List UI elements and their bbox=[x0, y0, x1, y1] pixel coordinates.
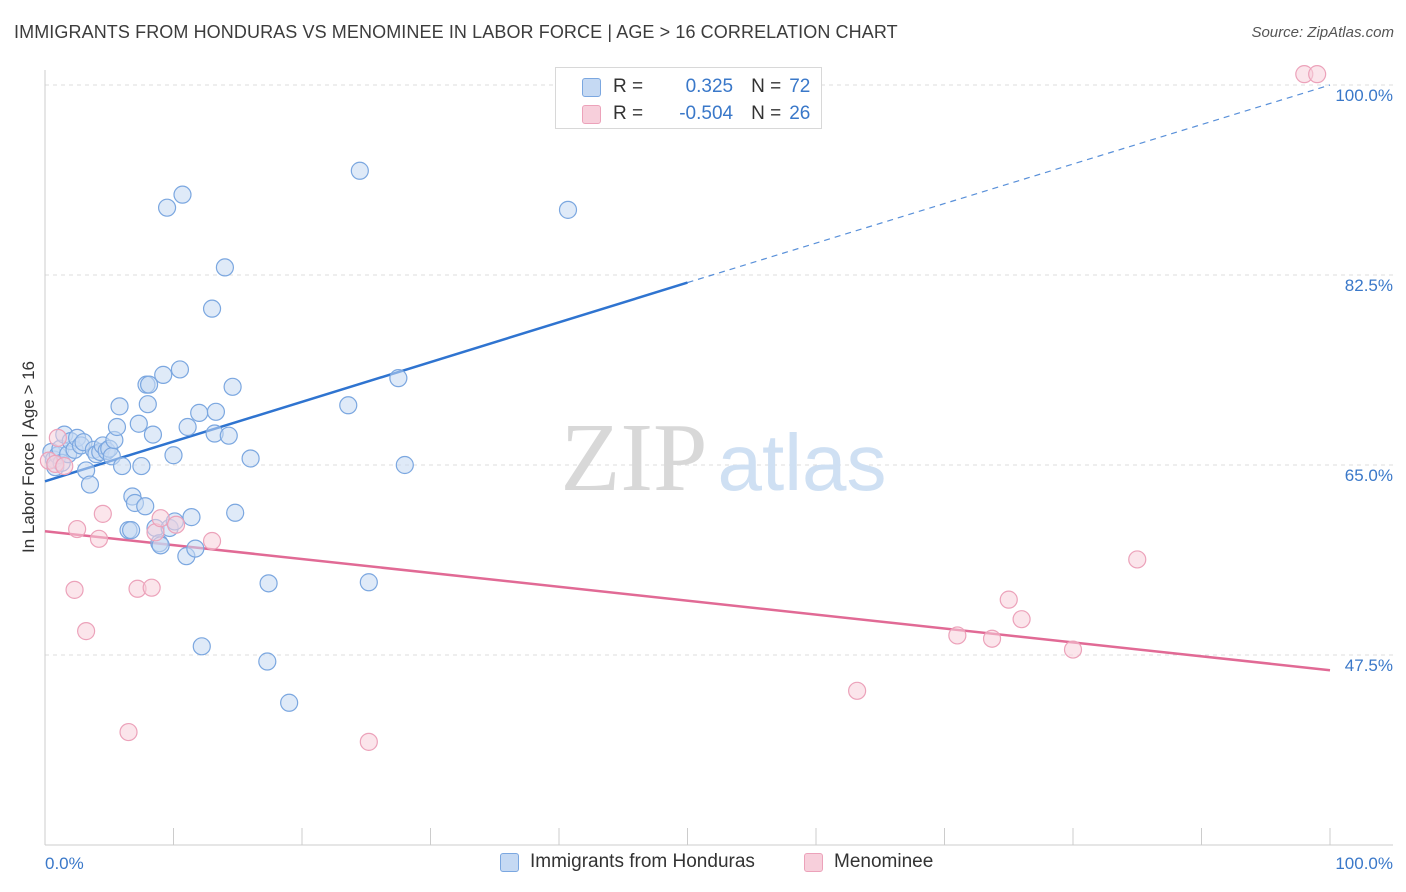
bottom-legend-label-menominee: Menominee bbox=[834, 851, 934, 872]
data-point bbox=[132, 456, 151, 476]
data-point bbox=[259, 574, 278, 593]
gridlines bbox=[45, 84, 1393, 656]
trend-line-honduras bbox=[44, 281, 688, 483]
data-point bbox=[89, 529, 109, 548]
data-point bbox=[192, 637, 211, 656]
data-point bbox=[182, 508, 201, 527]
data-point bbox=[166, 515, 186, 534]
data-point bbox=[339, 396, 358, 415]
data-point bbox=[157, 198, 177, 217]
watermark: ZIP atlas bbox=[561, 404, 887, 512]
trend-line-extension bbox=[687, 84, 1331, 284]
data-point bbox=[170, 360, 190, 379]
data-point bbox=[359, 732, 378, 751]
data-point bbox=[143, 425, 163, 444]
legend-row-menominee: R = -0.504 N = 26 bbox=[556, 101, 810, 127]
data-point bbox=[389, 369, 408, 388]
legend-row-honduras: R = 0.325 N = 72 bbox=[556, 74, 810, 100]
x-tick-label: 0.0% bbox=[45, 854, 84, 873]
tick-labels: 100.0% 82.5% 65.0% 47.5% 0.0% 100.0% bbox=[45, 86, 1393, 873]
data-point bbox=[112, 456, 132, 476]
legend-n-label: N = bbox=[751, 76, 782, 97]
legend-n-value: 72 bbox=[789, 76, 811, 97]
series-menominee bbox=[39, 65, 1327, 751]
legend-n-value: 26 bbox=[789, 103, 811, 124]
data-point bbox=[173, 185, 192, 204]
data-point bbox=[202, 299, 222, 318]
data-point bbox=[223, 377, 242, 396]
data-point bbox=[77, 622, 96, 641]
legend-r-value: 0.325 bbox=[685, 76, 734, 97]
data-point bbox=[119, 722, 138, 742]
y-axis-label: In Labor Force | Age > 16 bbox=[19, 361, 38, 553]
y-tick-label: 82.5% bbox=[1345, 276, 1393, 295]
legend-r-label: R = bbox=[613, 76, 644, 97]
data-point bbox=[55, 456, 74, 476]
data-point bbox=[258, 652, 277, 671]
data-point bbox=[395, 455, 414, 475]
data-point bbox=[80, 475, 100, 494]
data-point bbox=[1128, 550, 1147, 569]
data-point bbox=[48, 428, 67, 447]
data-point bbox=[65, 580, 84, 599]
data-point bbox=[164, 446, 183, 465]
bottom-legend-label-honduras: Immigrants from Honduras bbox=[530, 851, 755, 872]
data-point bbox=[999, 590, 1018, 609]
data-point bbox=[142, 578, 161, 597]
data-points bbox=[39, 65, 1327, 751]
data-point bbox=[1012, 610, 1031, 629]
data-point bbox=[359, 573, 378, 592]
data-point bbox=[129, 414, 148, 433]
bottom-legend-swatch-honduras bbox=[500, 852, 519, 872]
data-point bbox=[1308, 65, 1327, 84]
data-point bbox=[136, 497, 155, 516]
legend-r-label: R = bbox=[613, 103, 644, 124]
data-point bbox=[154, 365, 173, 384]
data-point bbox=[202, 531, 222, 551]
data-point bbox=[151, 509, 170, 528]
legend-r-value: -0.504 bbox=[679, 103, 734, 124]
data-point bbox=[280, 693, 299, 712]
data-point bbox=[121, 521, 141, 540]
trend-line-menominee bbox=[44, 529, 1331, 672]
data-point bbox=[219, 426, 238, 445]
data-point bbox=[241, 449, 260, 468]
bottom-legend-honduras: Immigrants from Honduras bbox=[500, 851, 755, 873]
data-point bbox=[350, 161, 369, 180]
data-point bbox=[848, 681, 867, 700]
legend-n-label: N = bbox=[751, 103, 782, 124]
watermark-zip: ZIP bbox=[561, 404, 708, 512]
data-point bbox=[107, 417, 127, 437]
data-point bbox=[68, 519, 87, 539]
data-point bbox=[215, 258, 234, 277]
bottom-legend-swatch-menominee bbox=[804, 852, 823, 872]
data-point bbox=[186, 539, 205, 558]
data-point bbox=[139, 375, 159, 394]
data-point bbox=[138, 395, 157, 414]
watermark-atlas: atlas bbox=[718, 418, 887, 507]
chart-title: IMMIGRANTS FROM HONDURAS VS MENOMINEE IN… bbox=[14, 22, 898, 42]
data-point bbox=[226, 503, 245, 522]
data-point bbox=[178, 417, 197, 437]
y-tick-label: 65.0% bbox=[1345, 466, 1393, 485]
series-honduras bbox=[42, 70, 601, 712]
data-point bbox=[982, 629, 1002, 648]
data-point bbox=[110, 397, 129, 416]
x-tick-label: 100.0% bbox=[1335, 854, 1393, 873]
data-point bbox=[558, 200, 578, 219]
data-point bbox=[190, 403, 209, 422]
data-point bbox=[1063, 640, 1083, 659]
y-tick-label: 47.5% bbox=[1345, 656, 1393, 675]
data-point bbox=[206, 402, 226, 421]
trend-lines bbox=[44, 84, 1331, 672]
data-point bbox=[948, 626, 967, 645]
chart-source: Source: ZipAtlas.com bbox=[1251, 24, 1394, 41]
stats-legend: R = 0.325 N = 72 R = -0.504 N = 26 bbox=[555, 67, 822, 129]
legend-swatch-honduras bbox=[582, 77, 601, 97]
legend-swatch-menominee bbox=[582, 104, 601, 124]
bottom-legend-menominee: Menominee bbox=[804, 851, 933, 873]
data-point bbox=[93, 504, 112, 523]
y-tick-label: 100.0% bbox=[1335, 86, 1393, 105]
